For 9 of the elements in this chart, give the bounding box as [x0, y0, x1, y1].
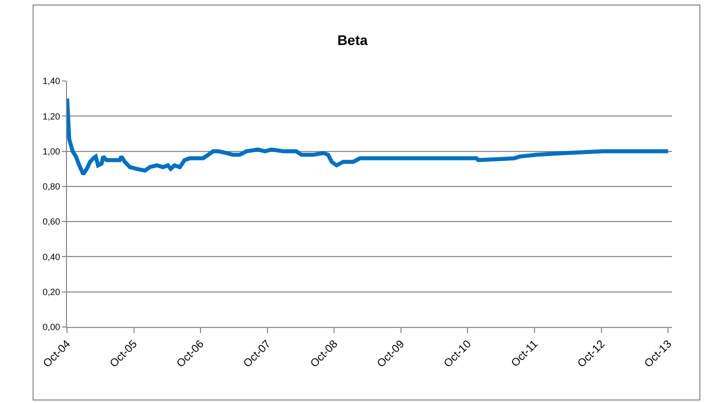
y-tick-label: 1,20 — [42, 111, 60, 122]
chart-title: Beta — [337, 32, 368, 48]
y-tick-label: 0,40 — [42, 252, 60, 262]
y-tick-label: 1,00 — [42, 146, 60, 156]
y-tick-label: 0,60 — [42, 216, 60, 227]
y-tick-label: 0,00 — [42, 322, 60, 332]
y-tick-label: 1,40 — [42, 76, 60, 86]
y-tick-label: 0,80 — [42, 182, 60, 192]
y-tick-label: 0,20 — [42, 287, 60, 298]
